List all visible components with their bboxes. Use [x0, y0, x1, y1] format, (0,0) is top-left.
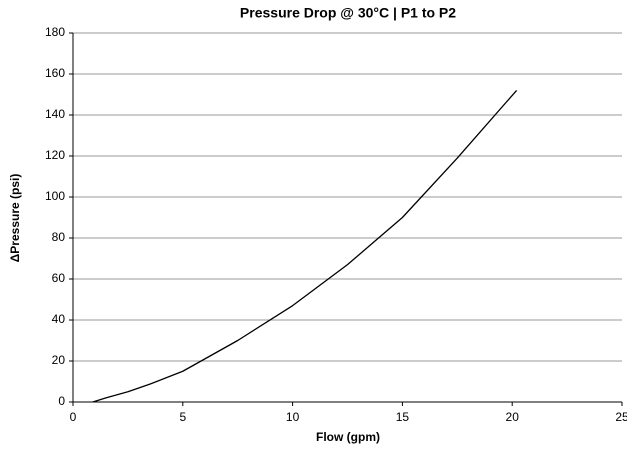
y-tick-label: 80 [52, 230, 66, 244]
x-tick-label: 0 [70, 410, 77, 424]
y-tick-label: 180 [45, 25, 65, 39]
y-tick-label: 60 [52, 271, 66, 285]
y-tick-label: 140 [45, 107, 65, 121]
y-tick-label: 160 [45, 66, 65, 80]
y-tick-label: 20 [52, 353, 66, 367]
y-axis-label: ΔPressure (psi) [8, 174, 22, 263]
x-tick-label: 25 [615, 410, 627, 424]
chart-title: Pressure Drop @ 30°C | P1 to P2 [240, 5, 456, 21]
y-tick-label: 100 [45, 189, 65, 203]
x-tick-label: 15 [396, 410, 410, 424]
x-tick-label: 10 [286, 410, 300, 424]
x-tick-label: 5 [179, 410, 186, 424]
y-tick-label: 120 [45, 148, 65, 162]
y-tick-label: 0 [58, 394, 65, 408]
y-tick-label: 40 [52, 312, 66, 326]
x-tick-label: 20 [506, 410, 520, 424]
x-axis-label: Flow (gpm) [316, 430, 380, 444]
data-line [92, 89, 518, 403]
